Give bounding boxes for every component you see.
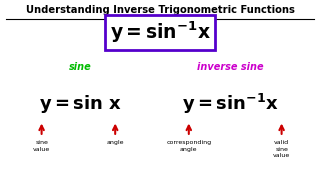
Text: angle: angle <box>107 140 124 145</box>
Text: sine: sine <box>68 62 92 72</box>
Text: Understanding Inverse Trigonometric Functions: Understanding Inverse Trigonometric Func… <box>26 5 294 15</box>
Text: $\mathbf{y = sin^{-1}x}$: $\mathbf{y = sin^{-1}x}$ <box>182 92 279 116</box>
Text: $\mathbf{y = sin^{-1}x}$: $\mathbf{y = sin^{-1}x}$ <box>109 20 211 45</box>
Text: inverse sine: inverse sine <box>197 62 264 72</box>
Text: sine
value: sine value <box>33 140 50 152</box>
Text: valid
sine
value: valid sine value <box>273 140 290 158</box>
Text: corresponding
angle: corresponding angle <box>166 140 212 152</box>
Text: $\mathbf{y = sin\ x}$: $\mathbf{y = sin\ x}$ <box>39 93 121 115</box>
